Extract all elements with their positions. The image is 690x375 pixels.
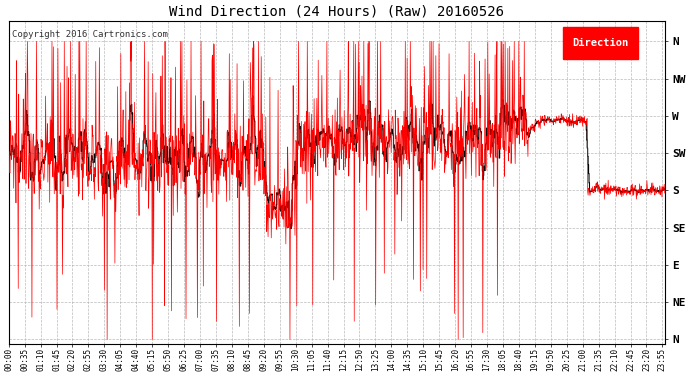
Bar xyxy=(563,27,638,60)
Title: Wind Direction (24 Hours) (Raw) 20160526: Wind Direction (24 Hours) (Raw) 20160526 xyxy=(169,4,504,18)
Text: Direction: Direction xyxy=(573,38,629,48)
Text: Copyright 2016 Cartronics.com: Copyright 2016 Cartronics.com xyxy=(12,30,168,39)
